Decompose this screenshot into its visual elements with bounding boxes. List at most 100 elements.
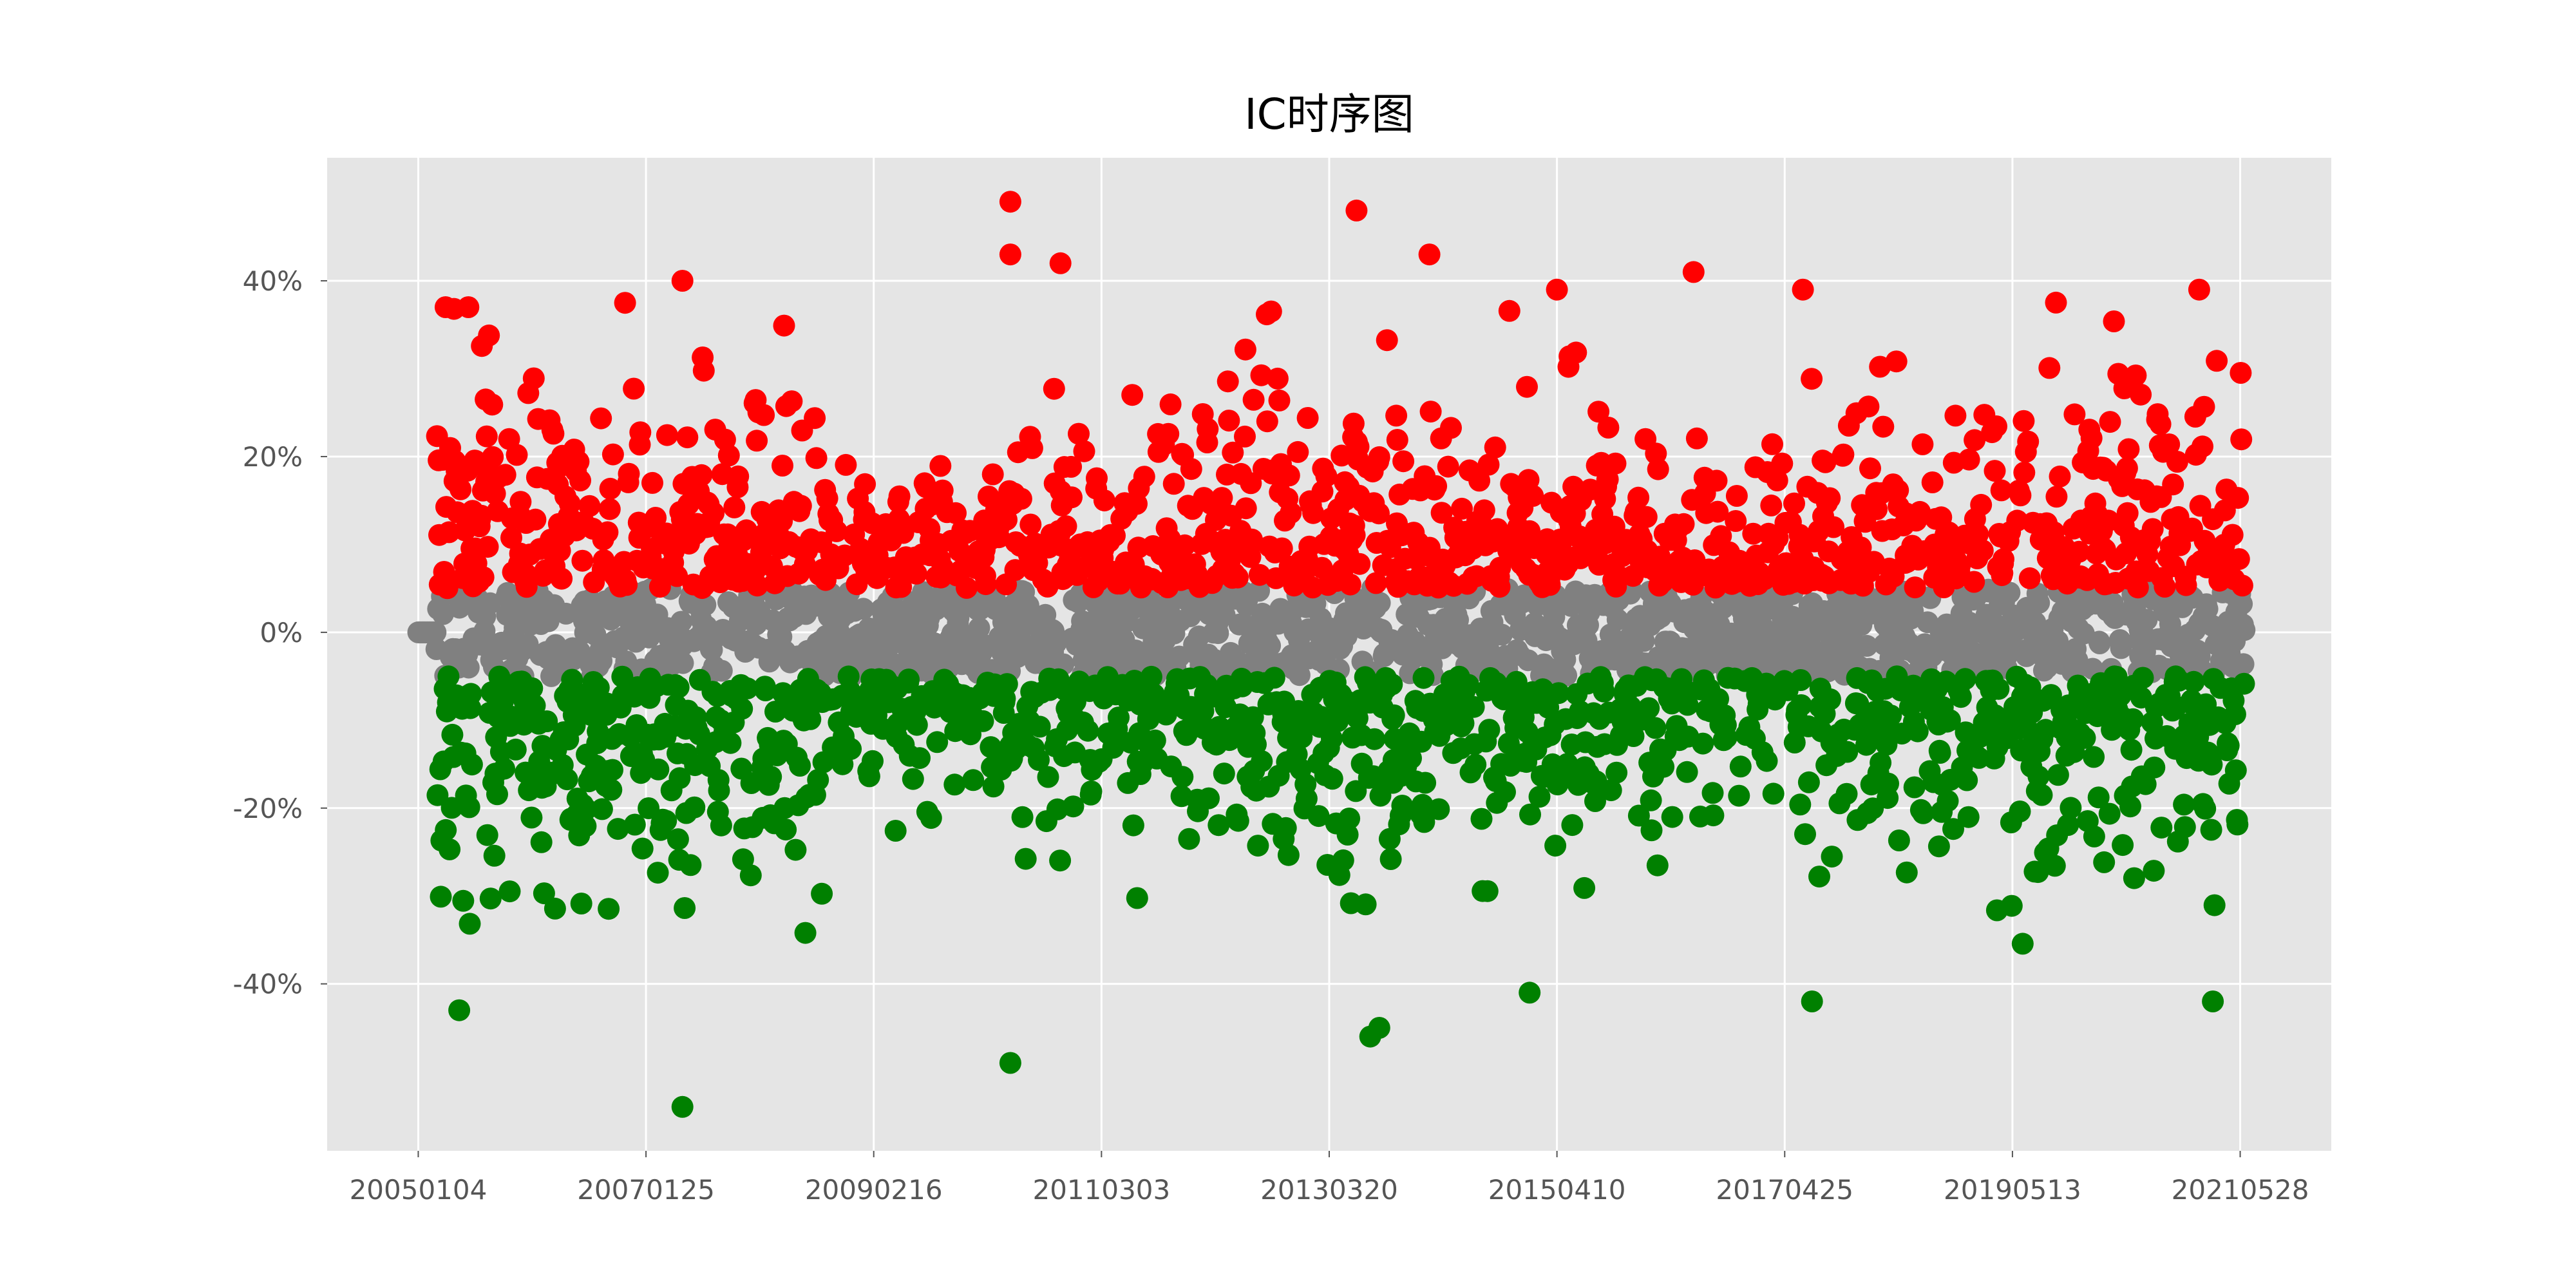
data-point-positive: [1963, 571, 1985, 593]
data-point-positive: [2221, 524, 2244, 546]
data-point-positive: [1339, 573, 1361, 596]
data-point-positive: [1990, 479, 2012, 502]
data-point-negative: [1561, 814, 1584, 837]
data-point-positive: [2227, 487, 2249, 509]
data-point-positive: [1049, 252, 1072, 274]
data-point-positive: [1217, 370, 1239, 393]
data-point-negative: [754, 679, 777, 701]
data-point-positive: [671, 270, 694, 292]
data-point-positive: [999, 191, 1021, 213]
data-point-positive: [717, 444, 740, 467]
data-point-positive: [2012, 410, 2035, 432]
data-point-positive: [1068, 422, 1090, 445]
data-point-negative: [667, 828, 689, 851]
data-point-neutral: [1555, 664, 1578, 687]
data-point-positive: [1419, 401, 1442, 423]
data-point-negative: [483, 844, 506, 867]
data-point-negative: [1171, 766, 1194, 788]
data-point-negative: [2224, 703, 2246, 725]
data-point-positive: [2116, 457, 2138, 479]
data-point-negative: [655, 810, 677, 832]
data-point-positive: [1904, 576, 1926, 599]
data-point-negative: [1049, 849, 1072, 872]
data-point-negative: [807, 769, 829, 791]
data-point-positive: [1887, 479, 1909, 502]
x-tick-label: 20130320: [1260, 1174, 1398, 1206]
data-point-negative: [708, 779, 730, 802]
y-tick-label: 0%: [260, 617, 303, 649]
data-point-negative: [1144, 729, 1166, 752]
data-point-negative: [710, 814, 732, 837]
data-point-positive: [1565, 341, 1587, 364]
data-point-negative: [1251, 750, 1273, 773]
data-point-positive: [1331, 444, 1353, 467]
data-point-negative: [504, 738, 527, 761]
data-point-negative: [1494, 781, 1516, 803]
data-point-negative: [460, 683, 482, 705]
data-point-negative: [909, 747, 931, 770]
data-point-positive: [753, 404, 775, 426]
data-point-positive: [2063, 403, 2086, 426]
data-point-negative: [1847, 692, 1870, 715]
data-point-neutral: [1335, 625, 1358, 648]
data-point-negative: [591, 798, 613, 820]
data-point-positive: [2099, 411, 2121, 433]
chart-title: IC时序图: [1244, 90, 1414, 139]
data-point-negative: [1363, 728, 1386, 750]
data-point-neutral: [2110, 637, 2132, 659]
data-point-negative: [1605, 761, 1628, 784]
data-point-neutral: [1998, 582, 2021, 604]
data-point-positive: [1522, 485, 1544, 507]
data-point-neutral: [478, 592, 501, 614]
data-point-positive: [1368, 446, 1390, 468]
data-point-positive: [649, 576, 671, 598]
data-point-positive: [746, 574, 768, 597]
data-point-negative: [1692, 732, 1714, 755]
data-point-negative: [1937, 790, 1959, 812]
data-point-positive: [1993, 548, 2014, 571]
data-point-negative: [902, 768, 924, 790]
data-point-positive: [1921, 471, 1944, 493]
data-point-negative: [2134, 773, 2157, 795]
data-point-positive: [1783, 492, 1805, 515]
data-point-negative: [1263, 667, 1285, 689]
data-point-positive: [945, 502, 967, 524]
data-point-positive: [2188, 278, 2210, 301]
data-point-negative: [556, 768, 578, 791]
data-point-negative: [1476, 880, 1499, 902]
data-point-negative: [2194, 797, 2217, 820]
data-point-positive: [773, 314, 795, 337]
data-point-positive: [590, 407, 612, 430]
data-point-positive: [2018, 567, 2041, 589]
data-point-positive: [1958, 448, 1980, 471]
data-point-negative: [739, 864, 762, 887]
data-point-neutral: [1168, 645, 1191, 668]
data-point-positive: [931, 479, 954, 502]
data-point-positive: [433, 561, 455, 583]
data-point-negative: [2057, 814, 2079, 837]
data-point-positive: [1157, 422, 1180, 445]
data-point-positive: [1211, 487, 1233, 509]
data-point-negative: [1942, 818, 1964, 840]
data-point-positive: [1869, 355, 1891, 378]
data-point-positive: [558, 493, 581, 515]
data-point-positive: [1073, 440, 1095, 462]
data-point-positive: [516, 564, 538, 587]
data-point-positive: [2103, 310, 2125, 332]
data-point-negative: [1906, 720, 1929, 743]
data-point-positive: [1832, 443, 1855, 466]
data-point-negative: [647, 862, 669, 884]
data-point-positive: [1872, 415, 1895, 438]
data-point-positive: [727, 465, 750, 488]
data-point-positive: [1349, 553, 1371, 575]
data-point-neutral: [1902, 600, 1924, 622]
data-point-negative: [459, 913, 481, 935]
data-point-positive: [629, 421, 652, 444]
data-point-negative: [943, 773, 966, 796]
data-point-neutral: [1248, 580, 1271, 602]
data-point-negative: [1903, 776, 1926, 799]
data-point-positive: [598, 498, 621, 520]
data-point-negative: [1391, 795, 1414, 817]
data-point-neutral: [1855, 634, 1878, 657]
data-point-negative: [2120, 739, 2143, 761]
